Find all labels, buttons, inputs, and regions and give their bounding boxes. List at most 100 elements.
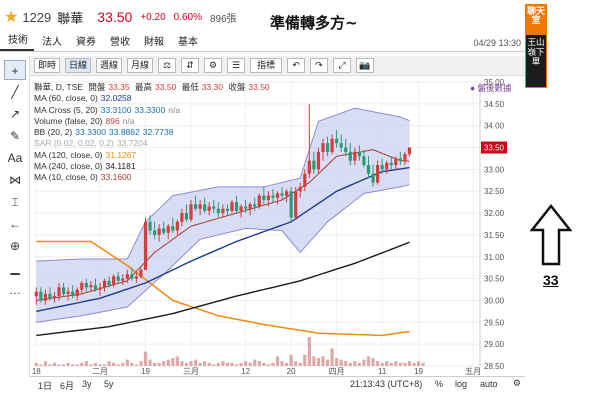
- range-button-1[interactable]: 6月: [60, 381, 75, 391]
- side-banner[interactable]: 聊天室 王山嶺下單: [525, 4, 547, 88]
- percent-toggle[interactable]: %: [435, 379, 444, 389]
- crosshair-icon[interactable]: +: [4, 60, 26, 80]
- volume-bar: [225, 362, 230, 366]
- candle-body: [93, 285, 98, 290]
- legend-ma10: MA (10, close, 0) 33.1600: [34, 172, 273, 183]
- candle-body: [394, 158, 398, 166]
- toolbar-button-0[interactable]: 即時: [34, 58, 60, 73]
- legend-bb-label: BB (20, 2): [34, 127, 73, 138]
- volume-bar: [130, 362, 134, 366]
- toolbar-button-2[interactable]: 週線: [96, 58, 122, 73]
- toolbar-button-4[interactable]: ⚖: [158, 58, 176, 73]
- tab-5[interactable]: 基本: [178, 37, 198, 48]
- legend-sar-value: 33.7204: [116, 138, 148, 149]
- zoom-icon[interactable]: ⊕: [9, 239, 21, 253]
- fib-tool-icon[interactable]: ⌶: [11, 195, 19, 209]
- volume-bar: [89, 364, 93, 366]
- toolbar-button-12[interactable]: 📷: [356, 58, 374, 73]
- candle-body: [325, 143, 330, 152]
- ray-tool-icon[interactable]: ↗: [9, 107, 21, 121]
- toolbar-button-3[interactable]: 月線: [127, 58, 153, 73]
- candle-body: [389, 162, 393, 166]
- legend-sar-label: SAR (0.02, 0.02, 0.2): [34, 138, 114, 149]
- candle-body: [280, 193, 284, 196]
- toolbar-button-6[interactable]: ⚙: [204, 58, 222, 73]
- volume-bar: [71, 364, 75, 366]
- auto-toggle[interactable]: auto: [480, 379, 498, 389]
- tab-2[interactable]: 資券: [76, 37, 96, 48]
- text-tool-icon[interactable]: Aa: [7, 151, 23, 165]
- volume-bar: [262, 362, 266, 366]
- range-button-3[interactable]: 5y: [104, 379, 114, 389]
- ma240-line: [36, 241, 410, 337]
- range-button-0[interactable]: 1日: [38, 381, 53, 391]
- candle-body: [407, 147, 412, 155]
- candle-body: [248, 204, 252, 209]
- toolbar-button-9[interactable]: ↶: [287, 58, 305, 73]
- volume-bar: [134, 364, 138, 366]
- stock-name: 聯華: [57, 10, 84, 26]
- x-tick-label: 19: [414, 367, 423, 376]
- last-price-label: 33.50: [484, 144, 505, 153]
- tab-timestamp: 04/29 13:30: [473, 38, 521, 48]
- pattern-tool-icon[interactable]: ⋈: [9, 173, 21, 187]
- volume-bar: [34, 362, 38, 366]
- back-arrow-icon[interactable]: ←: [9, 217, 21, 231]
- candle-body: [330, 138, 334, 152]
- y-tick-label: 35.00: [484, 78, 505, 87]
- candle-body: [348, 151, 352, 161]
- y-tick-label: 29.50: [484, 318, 505, 327]
- candle-body: [257, 195, 261, 207]
- legend-volume: Volume (false, 20) 896 n/a: [34, 116, 273, 127]
- candle-body: [57, 287, 61, 297]
- toolbar-button-10[interactable]: ↷: [310, 58, 328, 73]
- candle-body: [298, 186, 302, 192]
- candle-body: [230, 202, 234, 211]
- tab-0[interactable]: 技術: [0, 31, 34, 51]
- toolbar-button-8[interactable]: 指標: [250, 58, 282, 73]
- volume-bar: [66, 362, 70, 366]
- range-button-2[interactable]: 3y: [82, 379, 92, 389]
- toolbar-button-11[interactable]: ⤢: [333, 58, 351, 73]
- candle-body: [371, 173, 375, 183]
- volume-bar: [193, 359, 198, 366]
- indicator-legend: 聯華, D, TSE 開盤 33.35 最高 33.50 最低 33.30 收盤 33.…: [34, 82, 273, 184]
- x-tick-label: 三月: [183, 367, 199, 376]
- volume-bar: [80, 362, 84, 366]
- tab-3[interactable]: 營收: [110, 37, 130, 48]
- ma60-line: [36, 166, 410, 313]
- candle-body: [262, 195, 266, 200]
- legend-ma120-value: 31.1267: [105, 149, 137, 160]
- more-icon[interactable]: …: [9, 283, 21, 297]
- candle-body: [225, 208, 230, 211]
- candle-body: [121, 278, 125, 281]
- measure-icon[interactable]: ▁: [10, 261, 20, 275]
- favorite-star-icon[interactable]: ★: [4, 9, 19, 26]
- volume-bar: [271, 362, 275, 366]
- legend-ma60-value: 32.0258: [100, 93, 132, 104]
- candle-body: [266, 195, 270, 200]
- bb-upper-line: [36, 107, 410, 262]
- legend-macross-v1: 33.3100: [100, 104, 132, 115]
- after-hours-link[interactable]: ● 盤後數據: [470, 83, 512, 93]
- y-tick-label: 32.50: [484, 187, 505, 196]
- legend-bb: BB (20, 2) 33.3300 33.8862 32.7738: [34, 127, 273, 138]
- candle-body: [153, 230, 157, 235]
- pen-tool-icon[interactable]: ✎: [9, 129, 21, 143]
- toolbar-button-1[interactable]: 日線: [65, 58, 91, 73]
- candle-body: [271, 195, 275, 198]
- toolbar-button-7[interactable]: ☰: [227, 58, 245, 73]
- candle-body: [339, 143, 343, 148]
- gear-icon[interactable]: ⚙: [512, 378, 521, 388]
- line-tool-icon[interactable]: ╱: [11, 85, 19, 99]
- candlestick-chart[interactable]: 28.50 29.00 29.50 30.00 30.50 31.00 31.50 32.00…: [30, 76, 525, 376]
- tab-4[interactable]: 財報: [144, 37, 164, 48]
- volume-bar: [84, 361, 88, 366]
- candle-body: [239, 206, 243, 211]
- volume-bar: [330, 348, 334, 366]
- volume-bar: [257, 361, 261, 366]
- log-toggle[interactable]: log: [455, 379, 468, 389]
- volume-bar: [157, 362, 161, 366]
- toolbar-button-5[interactable]: ⇵: [181, 58, 199, 73]
- tab-1[interactable]: 法人: [42, 37, 62, 48]
